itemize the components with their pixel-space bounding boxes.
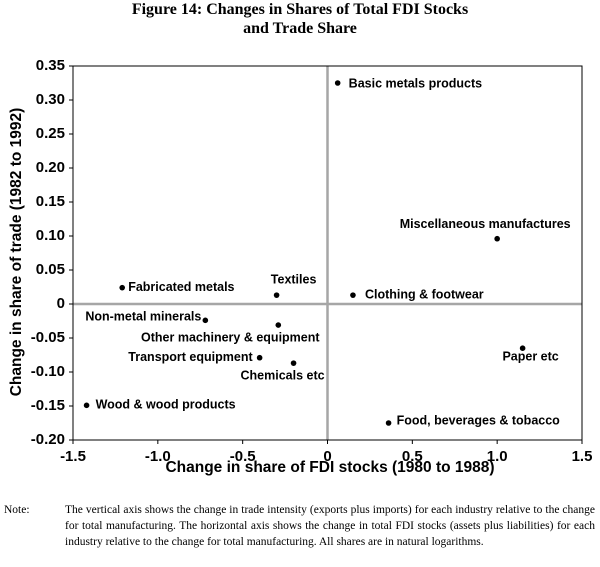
y-tick-label: 0.10 xyxy=(36,227,65,244)
point xyxy=(275,322,282,328)
point xyxy=(273,292,280,298)
y-tick-label: 0 xyxy=(57,295,65,312)
point-label: Chemicals etc xyxy=(241,368,325,382)
chart-title: Figure 14: Changes in Shares of Total FD… xyxy=(131,1,469,37)
y-tick-label: -0.15 xyxy=(31,397,65,414)
point-label: Food, beverages & tobacco xyxy=(397,413,561,427)
point xyxy=(494,235,500,242)
y-tick-label: 0.05 xyxy=(36,261,65,278)
point-label: Miscellaneous manufactures xyxy=(400,217,571,231)
point-label: Non-metal minerals xyxy=(85,310,201,324)
x-axis-title: Change in share of FDI stocks (1980 to 1… xyxy=(165,459,494,476)
x-tick-label: -0.5 xyxy=(230,448,256,465)
point-label: Clothing & footwear xyxy=(365,287,484,301)
x-tick-label: 0 xyxy=(323,448,331,465)
point xyxy=(119,284,126,291)
x-tick-label: -1.0 xyxy=(145,448,171,465)
point-label: Transport equipment xyxy=(128,350,253,364)
y-tick-label: -0.05 xyxy=(31,329,65,346)
point-label: Paper etc xyxy=(502,349,558,363)
note-label: Note: xyxy=(4,504,30,516)
point-label: Wood & wood products xyxy=(96,398,236,412)
point-label: Textiles xyxy=(271,272,317,286)
point xyxy=(334,80,341,86)
y-tick-label: 0.35 xyxy=(36,57,65,74)
point-label: Fabricated metals xyxy=(128,280,234,294)
point xyxy=(385,420,392,426)
y-tick-label: -0.10 xyxy=(31,363,65,380)
y-tick-label: 0.25 xyxy=(36,125,65,142)
y-axis-title: Change in share of trade (1982 to 1992) xyxy=(8,108,25,397)
x-tick-label: 1.0 xyxy=(487,448,508,465)
y-tick-label: -0.20 xyxy=(31,431,65,448)
point-label: Basic metals products xyxy=(349,76,482,90)
point xyxy=(83,402,90,409)
x-tick-label: 1.5 xyxy=(572,448,593,465)
point-label: Other machinery & equipment xyxy=(141,330,320,344)
chart: Change in share of FDI stocks (1980 to 1… xyxy=(8,57,593,476)
y-tick-label: 0.15 xyxy=(36,193,65,210)
point xyxy=(519,345,526,352)
x-tick-label: 0.5 xyxy=(402,448,423,465)
point xyxy=(256,354,263,361)
y-tick-label: 0.20 xyxy=(36,159,65,176)
note-text: The vertical axis shows the change in tr… xyxy=(65,504,595,548)
point xyxy=(290,360,297,366)
point xyxy=(350,292,356,298)
x-tick-label: -1.5 xyxy=(60,448,86,465)
point xyxy=(202,317,209,324)
y-tick-label: 0.30 xyxy=(36,91,65,108)
